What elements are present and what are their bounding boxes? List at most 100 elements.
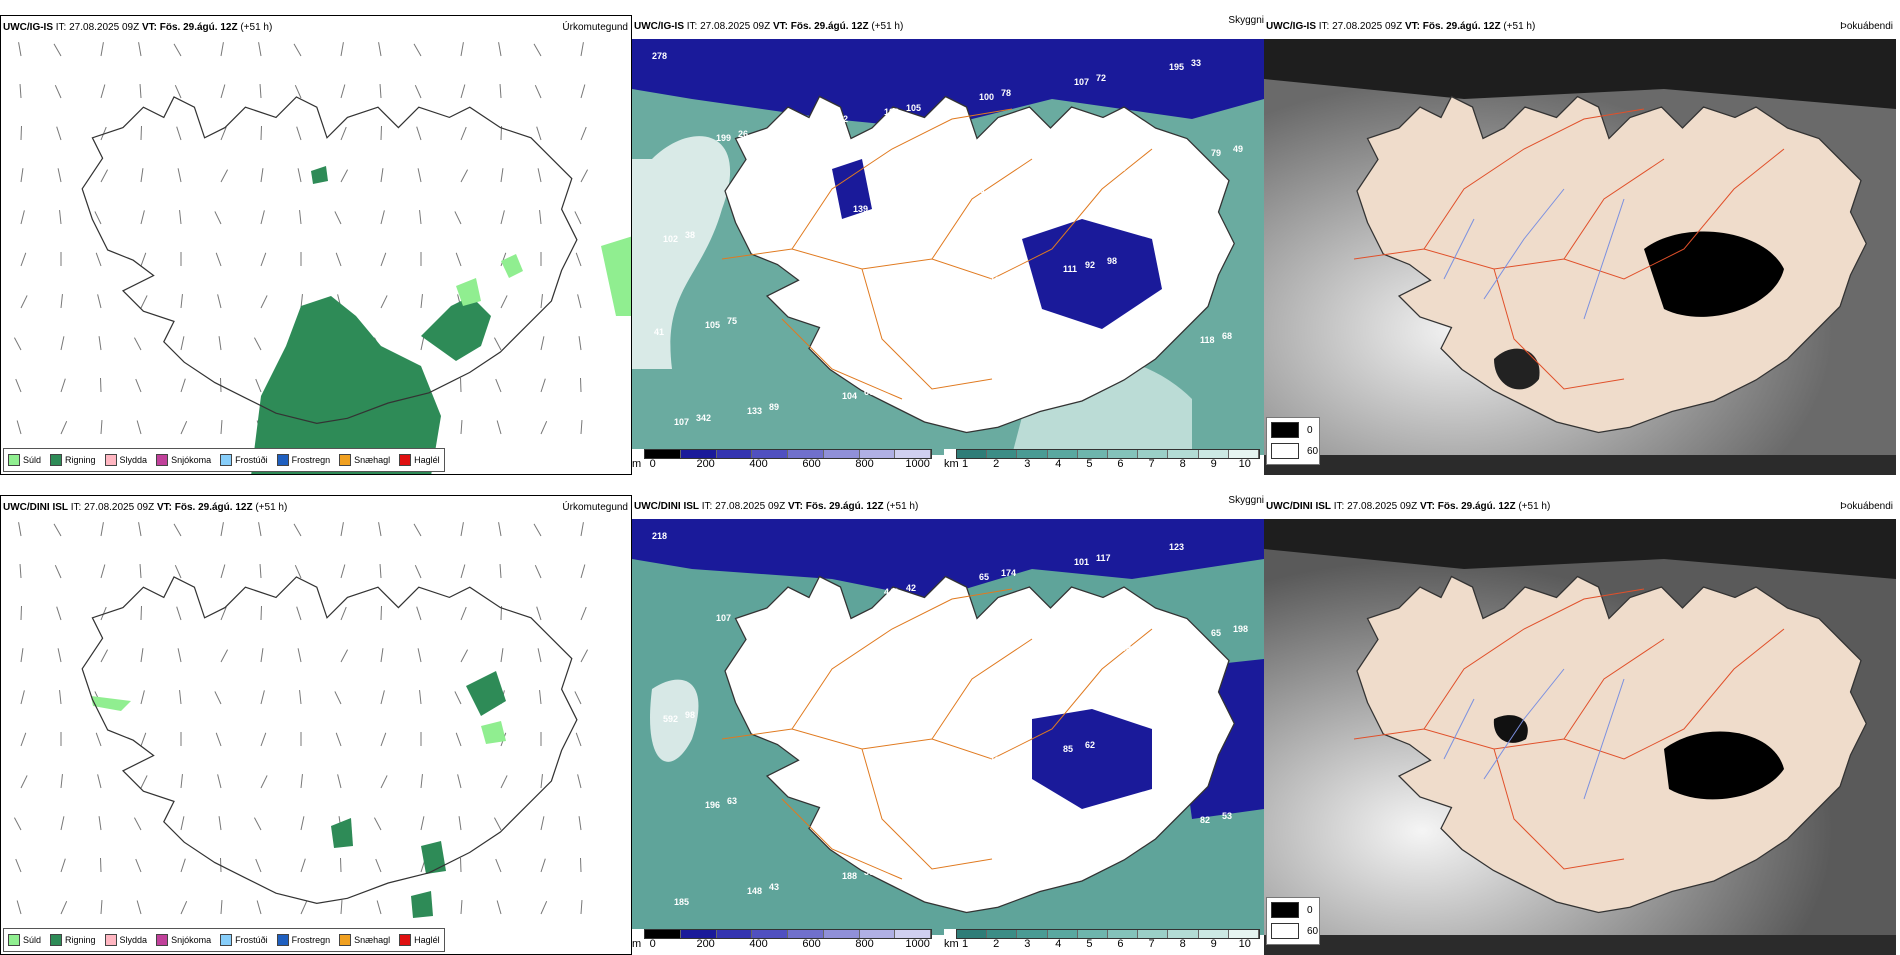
cloud-base-label: 177 bbox=[811, 118, 826, 128]
cloud-base-label: 342 bbox=[696, 413, 711, 423]
legend-item: Súld bbox=[8, 934, 41, 946]
panel-header: UWC/IG-IS IT: 27.08.2025 09Z VT: Fös. 29… bbox=[632, 15, 1264, 39]
cloud-base-label: 199 bbox=[716, 133, 731, 143]
legend-label: Haglél bbox=[414, 935, 440, 945]
cloud-base-label: 63 bbox=[758, 699, 768, 709]
cloud-base-label: 49 bbox=[1233, 144, 1243, 154]
scale-tick: 400 bbox=[749, 938, 767, 950]
scale-tick: 200 bbox=[696, 938, 714, 950]
valid-time: Fös. 29.ágú. 12Z bbox=[806, 501, 884, 512]
cloud-base-label: 83 bbox=[822, 301, 832, 311]
cloud-base-label: 98 bbox=[1107, 256, 1117, 266]
legend-item: Frostúði bbox=[220, 454, 268, 466]
cloud-base-label: 132 bbox=[811, 598, 826, 608]
cloud-base-label: 155 bbox=[948, 189, 963, 199]
cloud-base-label: 26 bbox=[917, 766, 927, 776]
cloud-base-label: 92 bbox=[1085, 260, 1095, 270]
legend-item: Haglél bbox=[399, 454, 440, 466]
legend-label: Súld bbox=[23, 935, 41, 945]
cloud-base-label: 33 bbox=[1191, 58, 1201, 68]
legend-label: Slydda bbox=[120, 935, 148, 945]
cloud-base-label: 218 bbox=[652, 531, 667, 541]
legend-item: Snjókoma bbox=[156, 454, 211, 466]
init-time: IT: 27.08.2025 09Z bbox=[687, 21, 770, 32]
legend-item: Snjókoma bbox=[156, 934, 211, 946]
cloud-base-map-igis: UWC/IG-IS IT: 27.08.2025 09Z VT: Fös. 29… bbox=[632, 15, 1264, 475]
cloud-base-label: 101 bbox=[758, 219, 773, 229]
scale-tick: 10 bbox=[1239, 458, 1251, 470]
cloud-base-label: 139 bbox=[853, 204, 868, 214]
valid-time-label: VT: bbox=[1420, 501, 1435, 512]
scale-tick: 4 bbox=[1055, 938, 1061, 950]
panel-title: Úrkomutegund bbox=[562, 22, 628, 33]
legend-label: Haglél bbox=[414, 455, 440, 465]
precip-map-canvas bbox=[1, 16, 632, 475]
cloud-base-label: 79 bbox=[1211, 148, 1221, 158]
scale-tick: 400 bbox=[749, 458, 767, 470]
legend-swatch-white bbox=[1271, 923, 1299, 939]
legend-swatch bbox=[50, 934, 62, 946]
cloud-base-label: 42 bbox=[906, 583, 916, 593]
cloud-base-label: 123 bbox=[1169, 542, 1184, 552]
scale-tick: 10 bbox=[1239, 938, 1251, 950]
panel-title: Skyggni bbox=[1228, 495, 1264, 506]
legend-label: Snæhagl bbox=[354, 935, 390, 945]
cloud-base-label: 116 bbox=[970, 185, 985, 195]
cloud-base-label: 89 bbox=[769, 402, 779, 412]
cloud-base-label: 65 bbox=[979, 572, 989, 582]
init-time: IT: 27.08.2025 09Z bbox=[1334, 501, 1417, 512]
cloud-base-label: 322 bbox=[833, 114, 848, 124]
fog-map-canvas bbox=[1264, 519, 1896, 935]
scale-tick: 800 bbox=[855, 458, 873, 470]
cloud-base-label: 79 bbox=[1012, 271, 1022, 281]
precip-map-canvas bbox=[1, 496, 632, 955]
cloud-base-label: 184 bbox=[948, 669, 963, 679]
scale-tick: 7 bbox=[1149, 458, 1155, 470]
legend-swatch bbox=[105, 934, 117, 946]
legend-label: Súld bbox=[23, 455, 41, 465]
scale-tick: 6 bbox=[1117, 458, 1123, 470]
cloud-base-label: 196 bbox=[705, 800, 720, 810]
wind-barbs bbox=[14, 522, 587, 914]
cloud-base-label: 68 bbox=[1222, 331, 1232, 341]
init-time: IT: 27.08.2025 09Z bbox=[71, 502, 154, 513]
cloud-base-label: 26 bbox=[738, 129, 748, 139]
cloud-base-label: 195 bbox=[1169, 62, 1184, 72]
scale-tick: 3 bbox=[1024, 938, 1030, 950]
lead-time: (+51 h) bbox=[886, 501, 918, 512]
scale-tick: 3 bbox=[1024, 458, 1030, 470]
lead-time: (+51 h) bbox=[1518, 501, 1550, 512]
scale-tick: 1 bbox=[962, 938, 968, 950]
cloud-map-canvas: 2188211485821484419287196188651385924454… bbox=[632, 519, 1264, 935]
cloud-base-label: 60 bbox=[864, 387, 874, 397]
legend-label: Snjókoma bbox=[171, 455, 211, 465]
cloud-base-label: 62 bbox=[1085, 740, 1095, 750]
cloud-base-label: 85 bbox=[1063, 744, 1073, 754]
scale-tick: 600 bbox=[802, 938, 820, 950]
cloud-base-label: 101 bbox=[1074, 557, 1089, 567]
cloud-base-label: 65 bbox=[1211, 628, 1221, 638]
valid-time: Fös. 29.ágú. 12Z bbox=[791, 21, 869, 32]
lead-time: (+51 h) bbox=[1503, 21, 1535, 32]
model-name: UWC/DINI ISL bbox=[3, 502, 68, 513]
legend-item: Frostregn bbox=[277, 454, 331, 466]
legend-swatch bbox=[277, 454, 289, 466]
legend-item: Rigning bbox=[50, 934, 96, 946]
legend-swatch bbox=[220, 454, 232, 466]
panel-header: UWC/IG-IS IT: 27.08.2025 09Z VT: Fös. 29… bbox=[1, 16, 631, 40]
cloud-base-label: 80 bbox=[895, 290, 905, 300]
cloud-base-label: 128 bbox=[1180, 245, 1195, 255]
cloud-base-label: 82 bbox=[1032, 361, 1042, 371]
scale-tick: 7 bbox=[1149, 938, 1155, 950]
cloud-base-label: 43 bbox=[1138, 159, 1148, 169]
cloud-base-label: 105 bbox=[875, 200, 890, 210]
cloud-base-label: 148 bbox=[747, 886, 762, 896]
valid-time-label: VT: bbox=[1405, 21, 1420, 32]
legend-swatch bbox=[399, 934, 411, 946]
cloud-base-label: 41 bbox=[654, 327, 664, 337]
cloud-base-label: 95 bbox=[1021, 178, 1031, 188]
cloud-base-label: 40 bbox=[1054, 357, 1064, 367]
